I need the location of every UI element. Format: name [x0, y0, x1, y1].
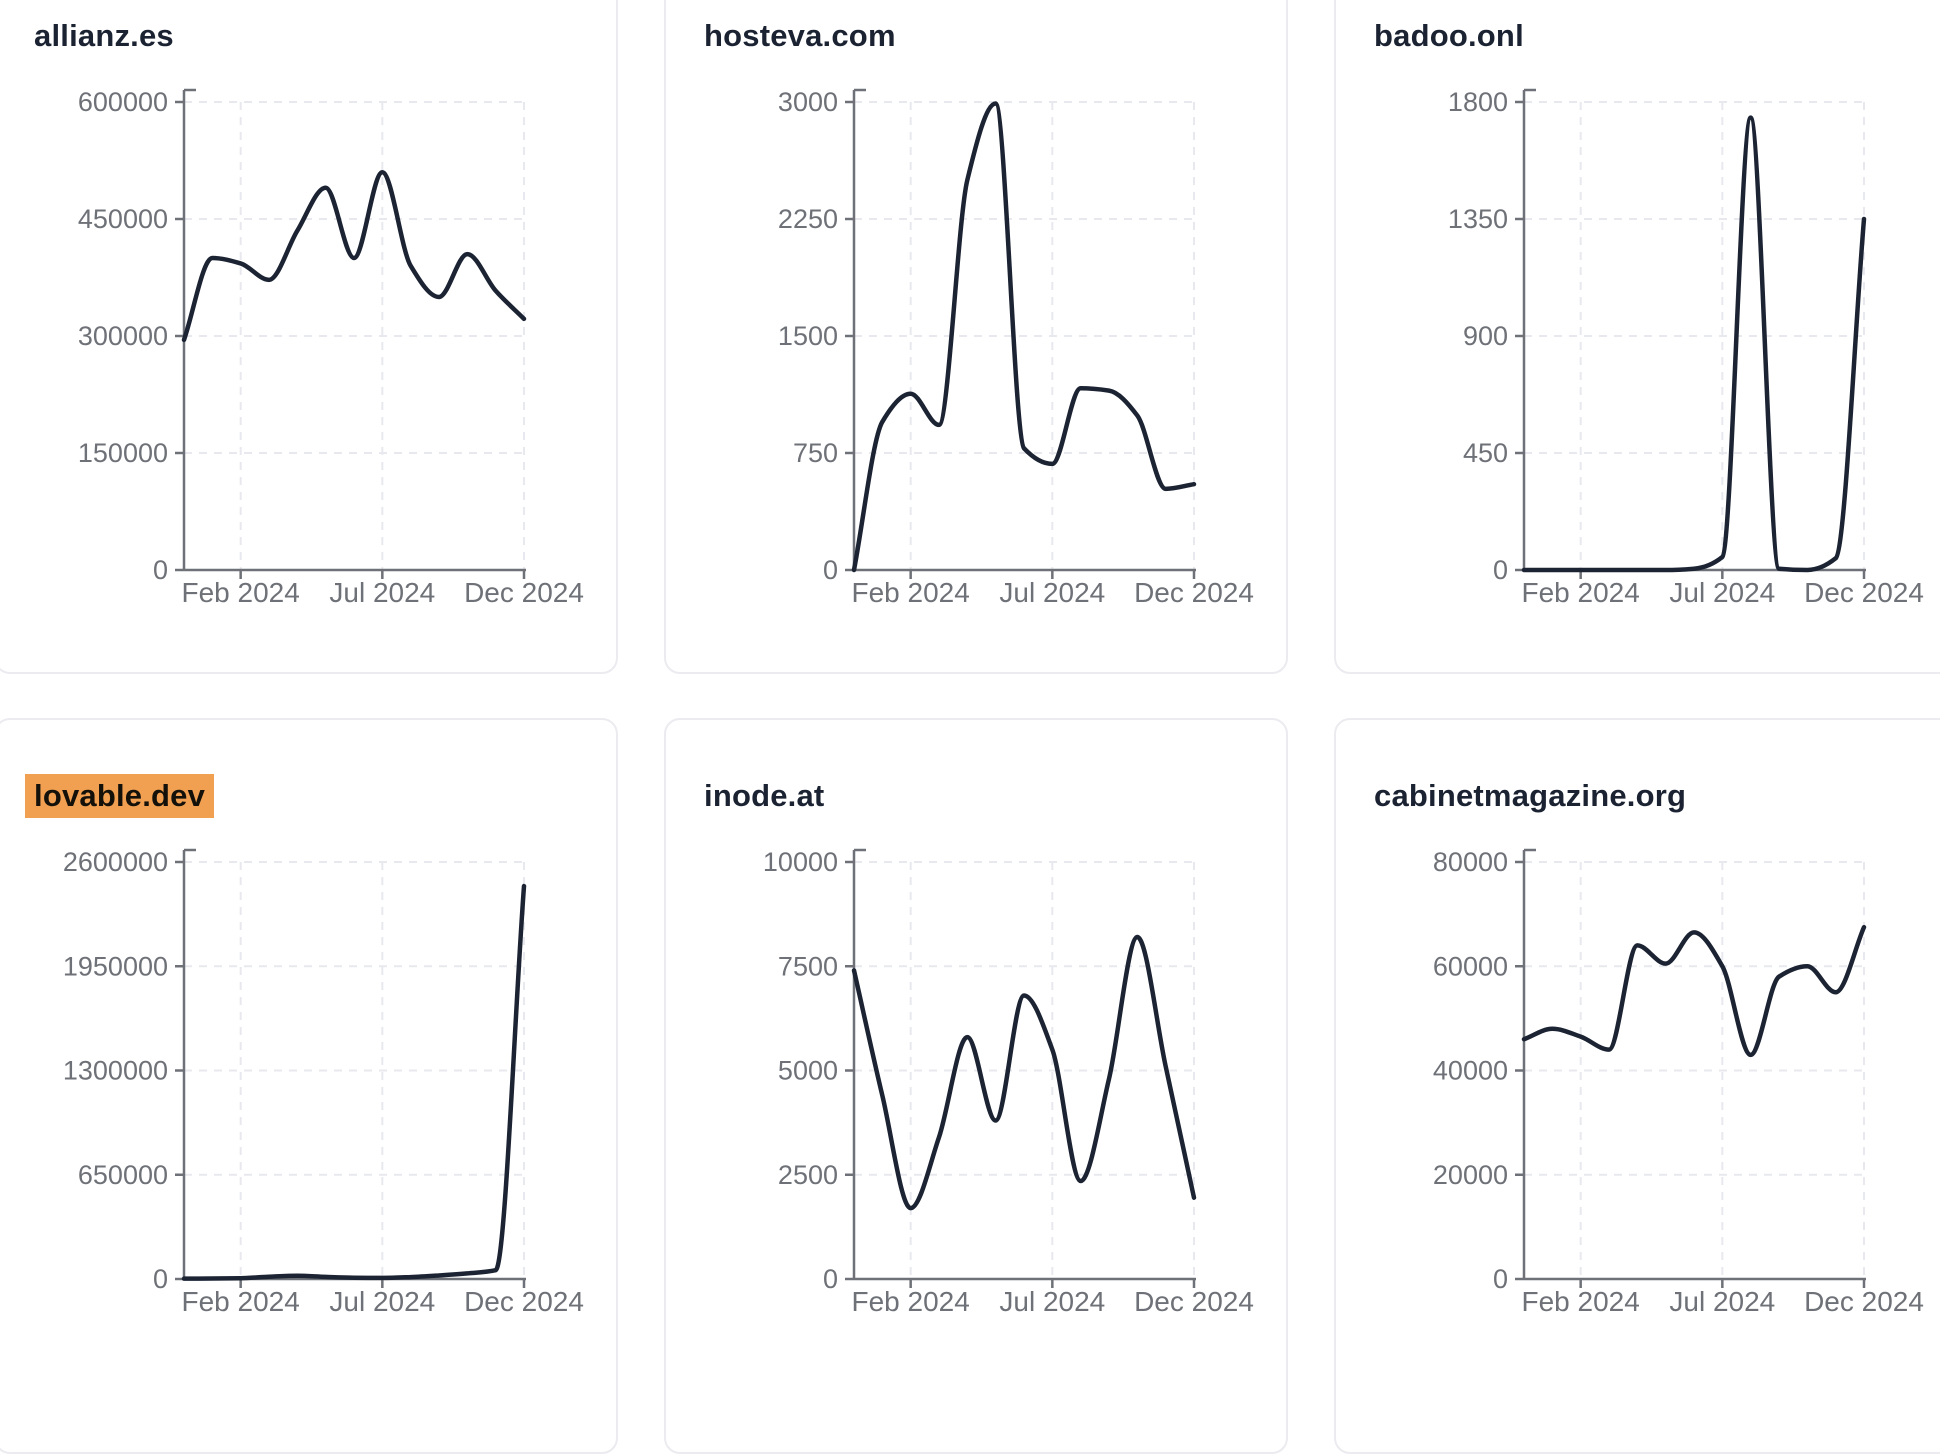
svg-text:1300000: 1300000 [63, 1056, 168, 1086]
svg-text:60000: 60000 [1433, 951, 1508, 981]
svg-text:Dec 2024: Dec 2024 [1134, 577, 1254, 608]
chart-title-highlighted: lovable.dev [25, 774, 215, 818]
line-chart: 0 20000 40000 60000 80000 Feb 2024 Jul 2024 Dec… [1433, 847, 1924, 1317]
svg-text:750: 750 [793, 438, 838, 468]
svg-text:450: 450 [1463, 438, 1508, 468]
svg-text:1350: 1350 [1448, 204, 1508, 234]
line-chart: 0 450 900 1350 1800 Feb 2024 Jul 2024 Dec 2024 [1448, 87, 1924, 608]
chart-title: inode.at [704, 778, 825, 813]
svg-text:1800: 1800 [1448, 87, 1508, 117]
svg-text:Dec 2024: Dec 2024 [1134, 1286, 1254, 1317]
chart-title-row: badoo.onl [1374, 18, 1524, 54]
svg-text:5000: 5000 [778, 1056, 838, 1086]
chart-title-row: allianz.es [34, 18, 174, 54]
chart-title: cabinetmagazine.org [1374, 778, 1687, 813]
svg-text:Jul 2024: Jul 2024 [1669, 1286, 1775, 1317]
svg-text:Dec 2024: Dec 2024 [1804, 577, 1924, 608]
svg-text:1500: 1500 [778, 321, 838, 351]
svg-text:150000: 150000 [78, 438, 168, 468]
svg-text:Jul 2024: Jul 2024 [999, 577, 1105, 608]
svg-text:600000: 600000 [78, 87, 168, 117]
svg-text:Feb 2024: Feb 2024 [1522, 577, 1640, 608]
chart-title: badoo.onl [1374, 18, 1524, 53]
svg-text:Dec 2024: Dec 2024 [464, 1286, 584, 1317]
svg-text:300000: 300000 [78, 321, 168, 351]
svg-text:10000: 10000 [763, 847, 838, 877]
line-chart: 0 650000 1300000 1950000 2600000 Feb 2024 Jul … [63, 847, 584, 1317]
chart-card-inode-at: inode.at 0 2500 5000 7500 10000 Feb 2024 Jul 2… [664, 718, 1288, 1454]
chart-card-badoo-onl: badoo.onl 0 450 900 1350 1800 Feb 2024 Jul 202… [1334, 0, 1940, 674]
svg-text:1950000: 1950000 [63, 951, 168, 981]
chart-title-row: hosteva.com [704, 18, 896, 54]
svg-text:2600000: 2600000 [63, 847, 168, 877]
line-chart: 0 2500 5000 7500 10000 Feb 2024 Jul 2024 Dec 20… [763, 847, 1254, 1317]
svg-text:0: 0 [153, 1264, 168, 1294]
svg-text:Feb 2024: Feb 2024 [852, 1286, 970, 1317]
chart-card-cabinetmagazine-org: cabinetmagazine.org 0 20000 40000 60000 8000… [1334, 718, 1940, 1454]
svg-text:40000: 40000 [1433, 1056, 1508, 1086]
chart-title-row: lovable.dev [25, 774, 215, 818]
svg-text:900: 900 [1463, 321, 1508, 351]
svg-text:Feb 2024: Feb 2024 [182, 577, 300, 608]
chart-title: hosteva.com [704, 18, 896, 53]
svg-text:0: 0 [1493, 555, 1508, 585]
svg-text:0: 0 [823, 1264, 838, 1294]
svg-text:Feb 2024: Feb 2024 [1522, 1286, 1640, 1317]
chart-card-lovable-dev: lovable.dev 0 650000 1300000 1950000 2600000… [0, 718, 618, 1454]
svg-text:450000: 450000 [78, 204, 168, 234]
svg-text:Dec 2024: Dec 2024 [1804, 1286, 1924, 1317]
svg-text:0: 0 [823, 555, 838, 585]
chart-card-hosteva-com: hosteva.com 0 750 1500 2250 3000 Feb 2024 Jul … [664, 0, 1288, 674]
svg-text:20000: 20000 [1433, 1160, 1508, 1190]
svg-text:Jul 2024: Jul 2024 [999, 1286, 1105, 1317]
svg-text:Feb 2024: Feb 2024 [852, 577, 970, 608]
svg-text:Dec 2024: Dec 2024 [464, 577, 584, 608]
svg-text:650000: 650000 [78, 1160, 168, 1190]
svg-text:80000: 80000 [1433, 847, 1508, 877]
chart-title-row: inode.at [704, 778, 824, 814]
svg-text:0: 0 [153, 555, 168, 585]
svg-text:7500: 7500 [778, 951, 838, 981]
svg-text:2500: 2500 [778, 1160, 838, 1190]
line-chart: 0 150000 300000 450000 600000 Feb 2024 Jul 202… [78, 87, 584, 608]
line-chart: 0 750 1500 2250 3000 Feb 2024 Jul 2024 Dec 2024 [778, 87, 1254, 608]
svg-text:2250: 2250 [778, 204, 838, 234]
svg-text:0: 0 [1493, 1264, 1508, 1294]
svg-text:3000: 3000 [778, 87, 838, 117]
svg-text:Jul 2024: Jul 2024 [329, 1286, 435, 1317]
svg-text:Jul 2024: Jul 2024 [329, 577, 435, 608]
chart-title: allianz.es [34, 18, 174, 53]
svg-text:Feb 2024: Feb 2024 [182, 1286, 300, 1317]
chart-title-row: cabinetmagazine.org [1374, 778, 1686, 814]
chart-card-allianz-es: allianz.es 0 150000 300000 450000 600000 Feb … [0, 0, 618, 674]
svg-text:Jul 2024: Jul 2024 [1669, 577, 1775, 608]
